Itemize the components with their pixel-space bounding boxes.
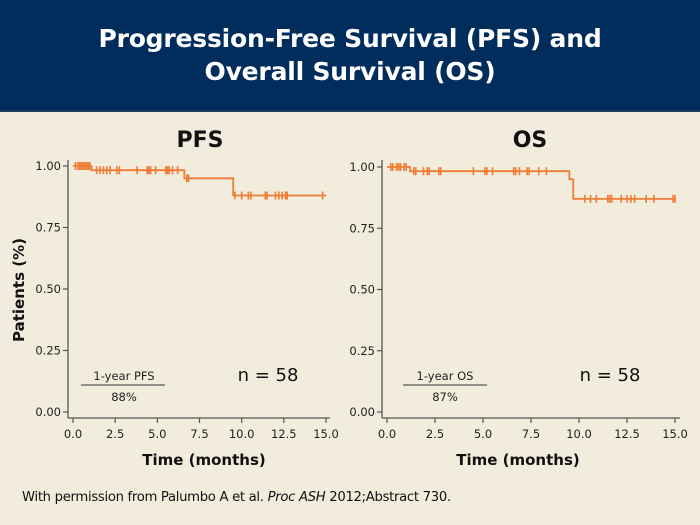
survival-charts: Patients (%) PFS 0.00 0.25 0.50 0.75 1.00 0.0… bbox=[10, 128, 688, 469]
pfs-survival-curve bbox=[73, 165, 326, 197]
pfs-annotation-label: 1-year PFS bbox=[93, 369, 154, 383]
y-axis-label: Patients (%) bbox=[10, 238, 28, 342]
os-y-tick-label: 0.50 bbox=[349, 283, 375, 297]
os-survival-curve bbox=[387, 166, 675, 200]
os-x-axis-label: Time (months) bbox=[456, 451, 580, 469]
pfs-x-tick-label: 2.5 bbox=[106, 427, 124, 441]
pfs-n-label: n = 58 bbox=[238, 365, 299, 386]
citation-footer: With permission from Palumbo A et al. Pr… bbox=[22, 490, 451, 505]
os-annotation-value: 87% bbox=[432, 390, 458, 404]
pfs-x-tick-label: 0.0 bbox=[64, 427, 82, 441]
slide-title: Progression-Free Survival (PFS) and Over… bbox=[98, 22, 601, 88]
pfs-x-tick-label: 7.5 bbox=[190, 427, 208, 441]
pfs-x-tick-label: 15.0 bbox=[313, 427, 339, 441]
citation-journal: Proc ASH bbox=[267, 490, 326, 505]
pfs-chart: PFS 0.00 0.25 0.50 0.75 1.00 0.0 2.5 5.0 7.5 10.0… bbox=[35, 128, 338, 469]
pfs-annotation-value: 88% bbox=[111, 390, 137, 404]
pfs-x-tick-label: 10.0 bbox=[229, 427, 255, 441]
os-n-label: n = 58 bbox=[580, 365, 641, 386]
os-x-tick-label: 5.0 bbox=[474, 427, 492, 441]
citation-prefix: With permission from Palumbo A et al. bbox=[22, 490, 268, 505]
os-y-tick-label: 0.00 bbox=[349, 405, 375, 419]
pfs-y-tick-label: 1.00 bbox=[35, 159, 61, 173]
os-chart-title: OS bbox=[513, 128, 548, 153]
citation-suffix: 2012;Abstract 730. bbox=[325, 490, 451, 505]
slide-title-line2: Overall Survival (OS) bbox=[204, 57, 496, 86]
os-x-tick-label: 2.5 bbox=[426, 427, 444, 441]
pfs-y-tick-label: 0.25 bbox=[35, 344, 61, 358]
os-y-tick-label: 0.75 bbox=[349, 221, 375, 235]
pfs-x-axis-label: Time (months) bbox=[142, 451, 266, 469]
os-x-tick-label: 10.0 bbox=[566, 427, 592, 441]
os-x-tick-label: 7.5 bbox=[522, 427, 540, 441]
os-x-tick-label: 15.0 bbox=[662, 427, 688, 441]
os-x-tick-label: 0.0 bbox=[378, 427, 396, 441]
os-y-tick-label: 0.25 bbox=[349, 344, 375, 358]
os-chart: OS 0.00 0.25 0.50 0.75 1.00 0.0 2.5 5.0 7.5 10.0 1… bbox=[349, 128, 687, 469]
pfs-y-tick-label: 0.00 bbox=[35, 405, 61, 419]
os-y-tick-label: 1.00 bbox=[349, 160, 375, 174]
pfs-chart-title: PFS bbox=[177, 128, 224, 153]
os-x-tick-label: 12.5 bbox=[614, 427, 640, 441]
pfs-x-tick-label: 5.0 bbox=[148, 427, 166, 441]
pfs-y-tick-label: 0.50 bbox=[35, 282, 61, 296]
slide-header: Progression-Free Survival (PFS) and Over… bbox=[0, 0, 700, 112]
pfs-y-tick-label: 0.75 bbox=[35, 221, 61, 235]
pfs-x-tick-label: 12.5 bbox=[271, 427, 297, 441]
slide-title-line1: Progression-Free Survival (PFS) and bbox=[98, 24, 602, 53]
os-annotation-label: 1-year OS bbox=[417, 369, 474, 383]
